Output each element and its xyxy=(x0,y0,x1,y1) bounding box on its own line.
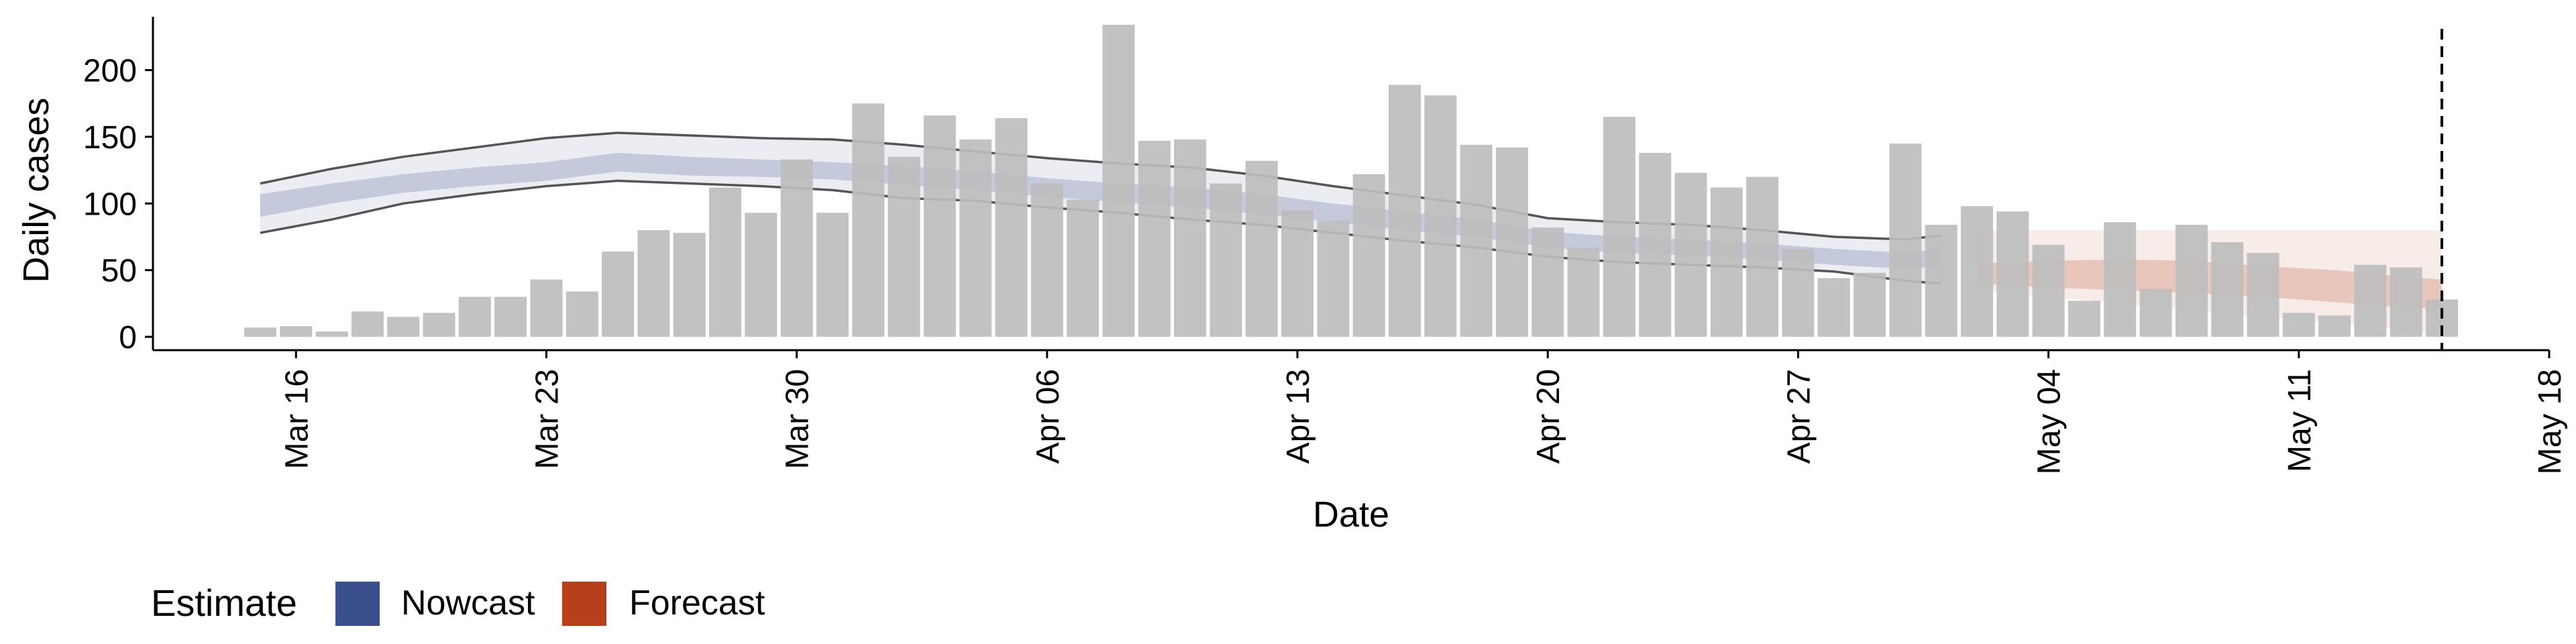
bar xyxy=(2139,288,2172,337)
bar xyxy=(995,118,1028,337)
x-tick-label: Mar 16 xyxy=(279,369,315,469)
x-tick-label: May 04 xyxy=(2032,369,2068,474)
x-axis-ticks: Mar 16 Mar 23 Mar 30 Apr 06 Apr 13 Apr 20 Apr … xyxy=(279,350,2568,474)
bar xyxy=(423,313,455,337)
bar xyxy=(2390,267,2422,337)
bar-series xyxy=(244,24,2459,337)
x-tick-label: Apr 13 xyxy=(1281,369,1316,464)
bar xyxy=(1854,272,1886,337)
forecast-outer-band xyxy=(1977,230,2443,337)
bar xyxy=(1639,152,1672,337)
y-tick-label: 200 xyxy=(83,54,137,89)
bar xyxy=(2032,244,2065,337)
bar xyxy=(888,156,920,337)
bar xyxy=(852,103,885,337)
legend: Estimate Nowcast Forecast xyxy=(151,582,765,626)
bar xyxy=(2318,315,2351,337)
legend-key-nowcast xyxy=(335,582,380,626)
bar xyxy=(1567,247,1600,337)
bar xyxy=(1961,206,1993,337)
x-axis-title: Date xyxy=(1313,494,1389,535)
bar xyxy=(745,213,777,337)
bar xyxy=(816,213,849,337)
bar xyxy=(1281,210,1313,337)
bar xyxy=(959,139,992,337)
bar xyxy=(1174,139,1207,337)
y-tick-label: 100 xyxy=(83,186,137,222)
bar xyxy=(2282,313,2315,337)
x-tick-label: Apr 06 xyxy=(1030,369,1066,464)
bar xyxy=(2211,242,2244,337)
axes: Mar 16 Mar 23 Mar 30 Apr 06 Apr 13 Apr 20 Apr … xyxy=(83,17,2568,474)
legend-title: Estimate xyxy=(151,582,297,624)
bar xyxy=(315,331,348,337)
y-tick-label: 150 xyxy=(83,120,137,156)
bar xyxy=(1424,95,1457,337)
bar xyxy=(351,311,384,337)
bar xyxy=(280,326,313,337)
bar xyxy=(2068,301,2100,337)
forecast-inner-band xyxy=(1977,259,2443,309)
bar xyxy=(1067,199,1099,337)
x-tick-label: Mar 30 xyxy=(780,369,816,469)
bar xyxy=(1889,143,1922,337)
x-tick-label: May 11 xyxy=(2282,369,2318,472)
bar xyxy=(1495,147,1528,337)
bar xyxy=(1030,183,1063,337)
x-tick-label: Apr 27 xyxy=(1781,369,1817,464)
bar xyxy=(923,115,956,337)
bar xyxy=(780,159,813,337)
bar xyxy=(1138,140,1171,337)
bar xyxy=(1674,172,1707,337)
bar xyxy=(637,230,670,337)
bar xyxy=(1603,117,1635,337)
bar xyxy=(530,279,563,337)
bar xyxy=(244,327,276,337)
bar xyxy=(458,297,491,337)
bar xyxy=(1817,278,1850,337)
bar xyxy=(1389,85,1421,337)
y-tick-label: 0 xyxy=(119,320,137,356)
legend-key-forecast xyxy=(562,582,606,626)
x-tick-label: Apr 20 xyxy=(1531,369,1566,464)
y-axis-title: Daily cases xyxy=(16,98,56,283)
bar xyxy=(566,291,598,337)
bar xyxy=(1996,211,2029,337)
bar xyxy=(2247,252,2279,337)
bar xyxy=(2175,225,2208,337)
bar xyxy=(2354,264,2387,337)
x-tick-label: Mar 23 xyxy=(529,369,565,469)
bar xyxy=(709,187,741,337)
bar xyxy=(1245,160,1278,337)
bar xyxy=(494,297,527,337)
bar xyxy=(1460,144,1493,337)
bar xyxy=(1317,221,1350,337)
legend-label-forecast: Forecast xyxy=(629,584,765,623)
legend-label-nowcast: Nowcast xyxy=(401,584,535,623)
bar xyxy=(2104,222,2137,337)
bar xyxy=(1210,183,1242,337)
y-tick-label: 50 xyxy=(101,254,137,289)
bar xyxy=(673,233,706,337)
bar xyxy=(1352,174,1385,337)
bar xyxy=(1746,176,1779,337)
bar xyxy=(1532,227,1564,337)
bar xyxy=(1710,187,1743,337)
bar xyxy=(602,251,635,337)
bar xyxy=(1925,225,1957,337)
bar xyxy=(1102,24,1135,337)
bar xyxy=(1782,248,1815,337)
y-axis-ticks: 0 50 100 150 200 xyxy=(83,54,153,356)
x-tick-label: May 18 xyxy=(2532,369,2568,474)
bar xyxy=(387,317,420,337)
